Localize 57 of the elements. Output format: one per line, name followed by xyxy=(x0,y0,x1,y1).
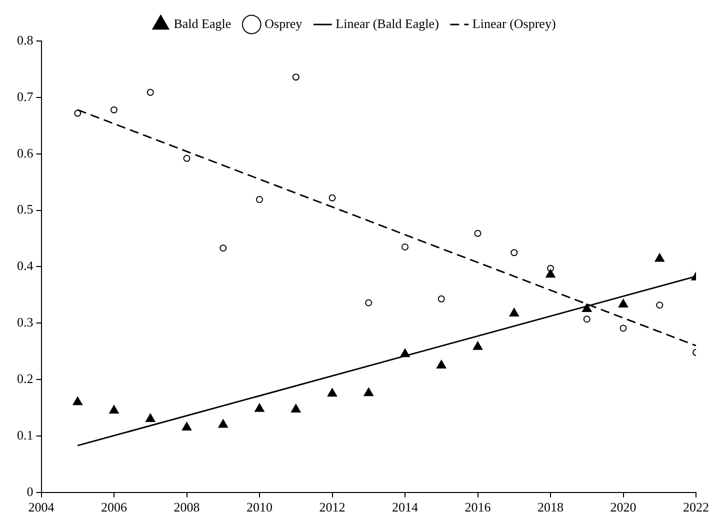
point xyxy=(364,388,374,396)
x-tick-label: 2010 xyxy=(246,500,272,515)
point xyxy=(292,74,300,81)
y-tick-label: 0.8 xyxy=(17,32,34,48)
legend-label: Linear (Osprey) xyxy=(472,16,556,31)
y-tick-label: 0.2 xyxy=(17,370,34,386)
point xyxy=(74,110,82,117)
point xyxy=(256,196,263,204)
point xyxy=(328,194,336,202)
point xyxy=(327,388,338,397)
point xyxy=(218,419,228,428)
point xyxy=(291,404,301,412)
point xyxy=(109,405,119,414)
point xyxy=(582,304,592,312)
point xyxy=(547,264,554,272)
x-tick-label: 2012 xyxy=(319,500,346,515)
x-tick-label: 2008 xyxy=(174,500,200,515)
point xyxy=(510,249,518,256)
point xyxy=(620,324,627,332)
point xyxy=(656,302,664,309)
point xyxy=(509,308,519,317)
point xyxy=(402,243,408,250)
y-tick-label: 0.1 xyxy=(17,427,34,442)
y-tick-label: 0 xyxy=(26,484,34,499)
point xyxy=(146,88,154,96)
x-tick-label: 2004 xyxy=(28,500,55,515)
x-tick-label: 2018 xyxy=(538,500,564,515)
x-tick-label: 2016 xyxy=(464,500,492,515)
point xyxy=(472,341,483,350)
point xyxy=(618,299,628,308)
y-tick-label: 0.3 xyxy=(17,314,34,330)
y-tick-label: 0.6 xyxy=(17,145,34,160)
x-tick-label: 2006 xyxy=(101,500,128,515)
point xyxy=(72,396,82,406)
point xyxy=(182,422,192,431)
point xyxy=(583,316,590,323)
y-tick-label: 0.5 xyxy=(17,202,34,217)
legend-label: Linear (Bald Eagle) xyxy=(336,16,439,31)
point xyxy=(146,414,156,422)
point xyxy=(183,154,190,162)
point xyxy=(474,230,482,237)
point xyxy=(436,360,446,368)
point xyxy=(365,299,372,306)
point xyxy=(110,106,118,114)
x-tick-label: 2022 xyxy=(683,500,709,515)
y-tick-label: 0.7 xyxy=(17,88,34,104)
point xyxy=(438,295,445,302)
point xyxy=(254,403,264,412)
point xyxy=(400,348,410,358)
point xyxy=(220,244,227,252)
y-tick-label: 0.4 xyxy=(17,258,34,274)
legend-label: Bald Eagle xyxy=(174,16,232,31)
x-tick-label: 2020 xyxy=(610,500,636,515)
point xyxy=(654,253,664,262)
point xyxy=(546,269,556,278)
legend-label: Osprey xyxy=(264,16,303,31)
x-tick-label: 2014 xyxy=(392,500,418,515)
